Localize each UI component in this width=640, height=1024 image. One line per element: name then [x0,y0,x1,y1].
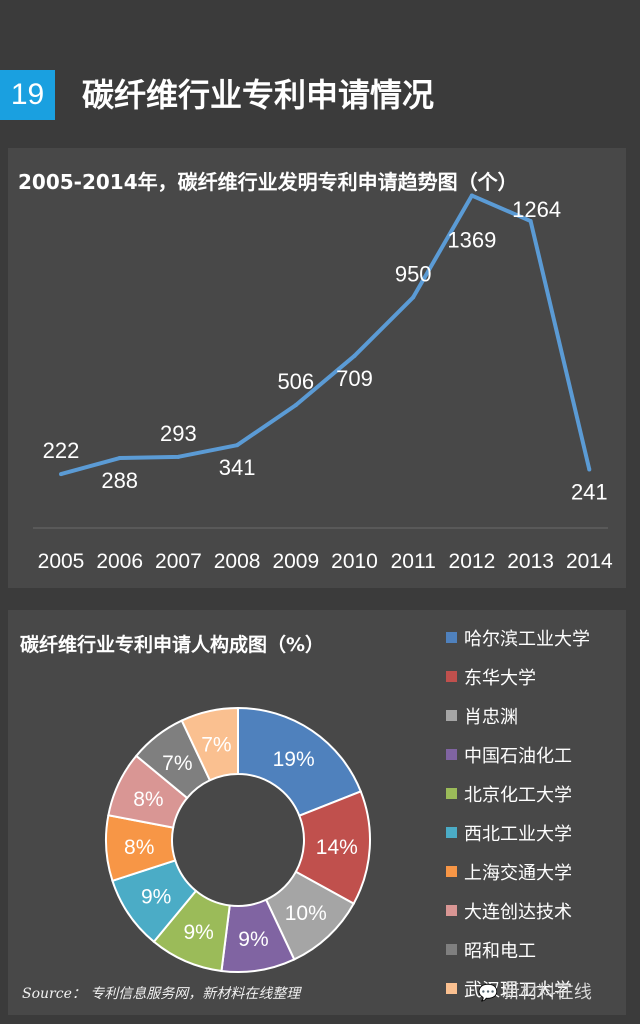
legend-swatch [446,827,457,838]
data-label: 288 [101,468,138,493]
source-note: Source： 专利信息服务网，新材料在线整理 [22,986,301,1002]
trend-line-chart: 222 288 293 341 506 709 950 1369 1264 241 2005 2006… [33,193,613,573]
legend-swatch [446,632,457,643]
data-label: 506 [277,369,314,394]
slice-label: 7% [162,752,192,775]
x-tick-label: 2011 [391,550,436,573]
data-label: 709 [336,366,373,391]
slice-label: 9% [141,886,171,909]
applicant-chart-panel: 碳纤维行业专利申请人构成图（%） 19% 14% 10% 9% 9% 9% 8% 8% 7% 7%… [8,610,626,1015]
data-point [411,295,416,300]
data-label: 341 [219,455,256,480]
slice-label: 10% [285,902,327,925]
slice-label: 8% [124,836,154,859]
legend-label: 武汉理工大学 [464,980,572,1001]
watermark: 💬 新材料在线 [478,978,592,1004]
data-label: 293 [160,421,197,446]
legend-swatch [446,905,457,916]
legend-label: 上海交通大学 [464,863,572,884]
x-tick-label: 2005 [38,550,85,573]
data-point [352,353,357,358]
data-point [587,467,592,472]
page-title: 碳纤维行业专利申请情况 [82,76,435,114]
legend-label: 昭和电工 [464,941,536,962]
slice-label: 9% [238,928,268,951]
data-point [117,456,122,461]
data-point [235,443,240,448]
wechat-icon: 💬 [478,983,498,1002]
legend-swatch [446,983,457,994]
legend-label: 中国石油化工 [464,746,572,767]
slice-label: 7% [201,733,231,756]
donut-slice [237,706,363,818]
data-point [293,403,298,408]
slice-label: 19% [273,748,315,771]
data-point [469,193,474,198]
x-tick-label: 2010 [331,550,378,573]
legend-swatch [446,749,457,760]
legend-label: 东华大学 [464,668,536,689]
slice-label: 9% [184,921,214,944]
watermark-text: 新材料在线 [501,982,592,1003]
legend-swatch [446,710,457,721]
x-tick-label: 2008 [214,550,261,573]
legend-label: 北京化工大学 [464,785,572,806]
x-tick-label: 2007 [155,550,202,573]
trend-chart-panel: 2005-2014年，碳纤维行业发明专利申请趋势图（个） 222 288 293 34… [8,148,626,588]
data-label: 1369 [447,228,496,253]
data-point [59,472,63,477]
data-point [528,219,533,224]
legend-label: 肖忠渊 [464,707,518,728]
legend-swatch [446,671,457,682]
data-label: 241 [571,479,608,504]
applicant-donut-chart: 19% 14% 10% 9% 9% 9% 8% 8% 7% 7% [105,706,371,973]
x-tick-label: 2014 [566,550,613,573]
data-label: 222 [43,438,80,463]
x-tick-label: 2009 [272,550,319,573]
x-tick-label: 2012 [449,550,496,573]
legend-label: 西北工业大学 [464,824,572,845]
slice-label: 14% [316,836,358,859]
legend-swatch [446,866,457,877]
data-label: 1264 [512,197,561,222]
legend-label: 大连创达技术 [464,902,572,923]
legend-swatch [446,944,457,955]
data-point [176,454,181,459]
trend-chart-title: 2005-2014年，碳纤维行业发明专利申请趋势图（个） [18,170,518,194]
donut-slice [180,706,239,782]
slice-label: 8% [133,788,163,811]
series-line [60,193,592,477]
legend-swatch [446,788,457,799]
legend-label: 哈尔滨工业大学 [464,629,590,650]
data-label: 950 [395,261,432,286]
x-tick-label: 2013 [507,550,554,573]
x-tick-label: 2006 [96,550,143,573]
applicant-chart-title: 碳纤维行业专利申请人构成图（%） [20,634,325,656]
page-number: 19 [0,70,55,120]
